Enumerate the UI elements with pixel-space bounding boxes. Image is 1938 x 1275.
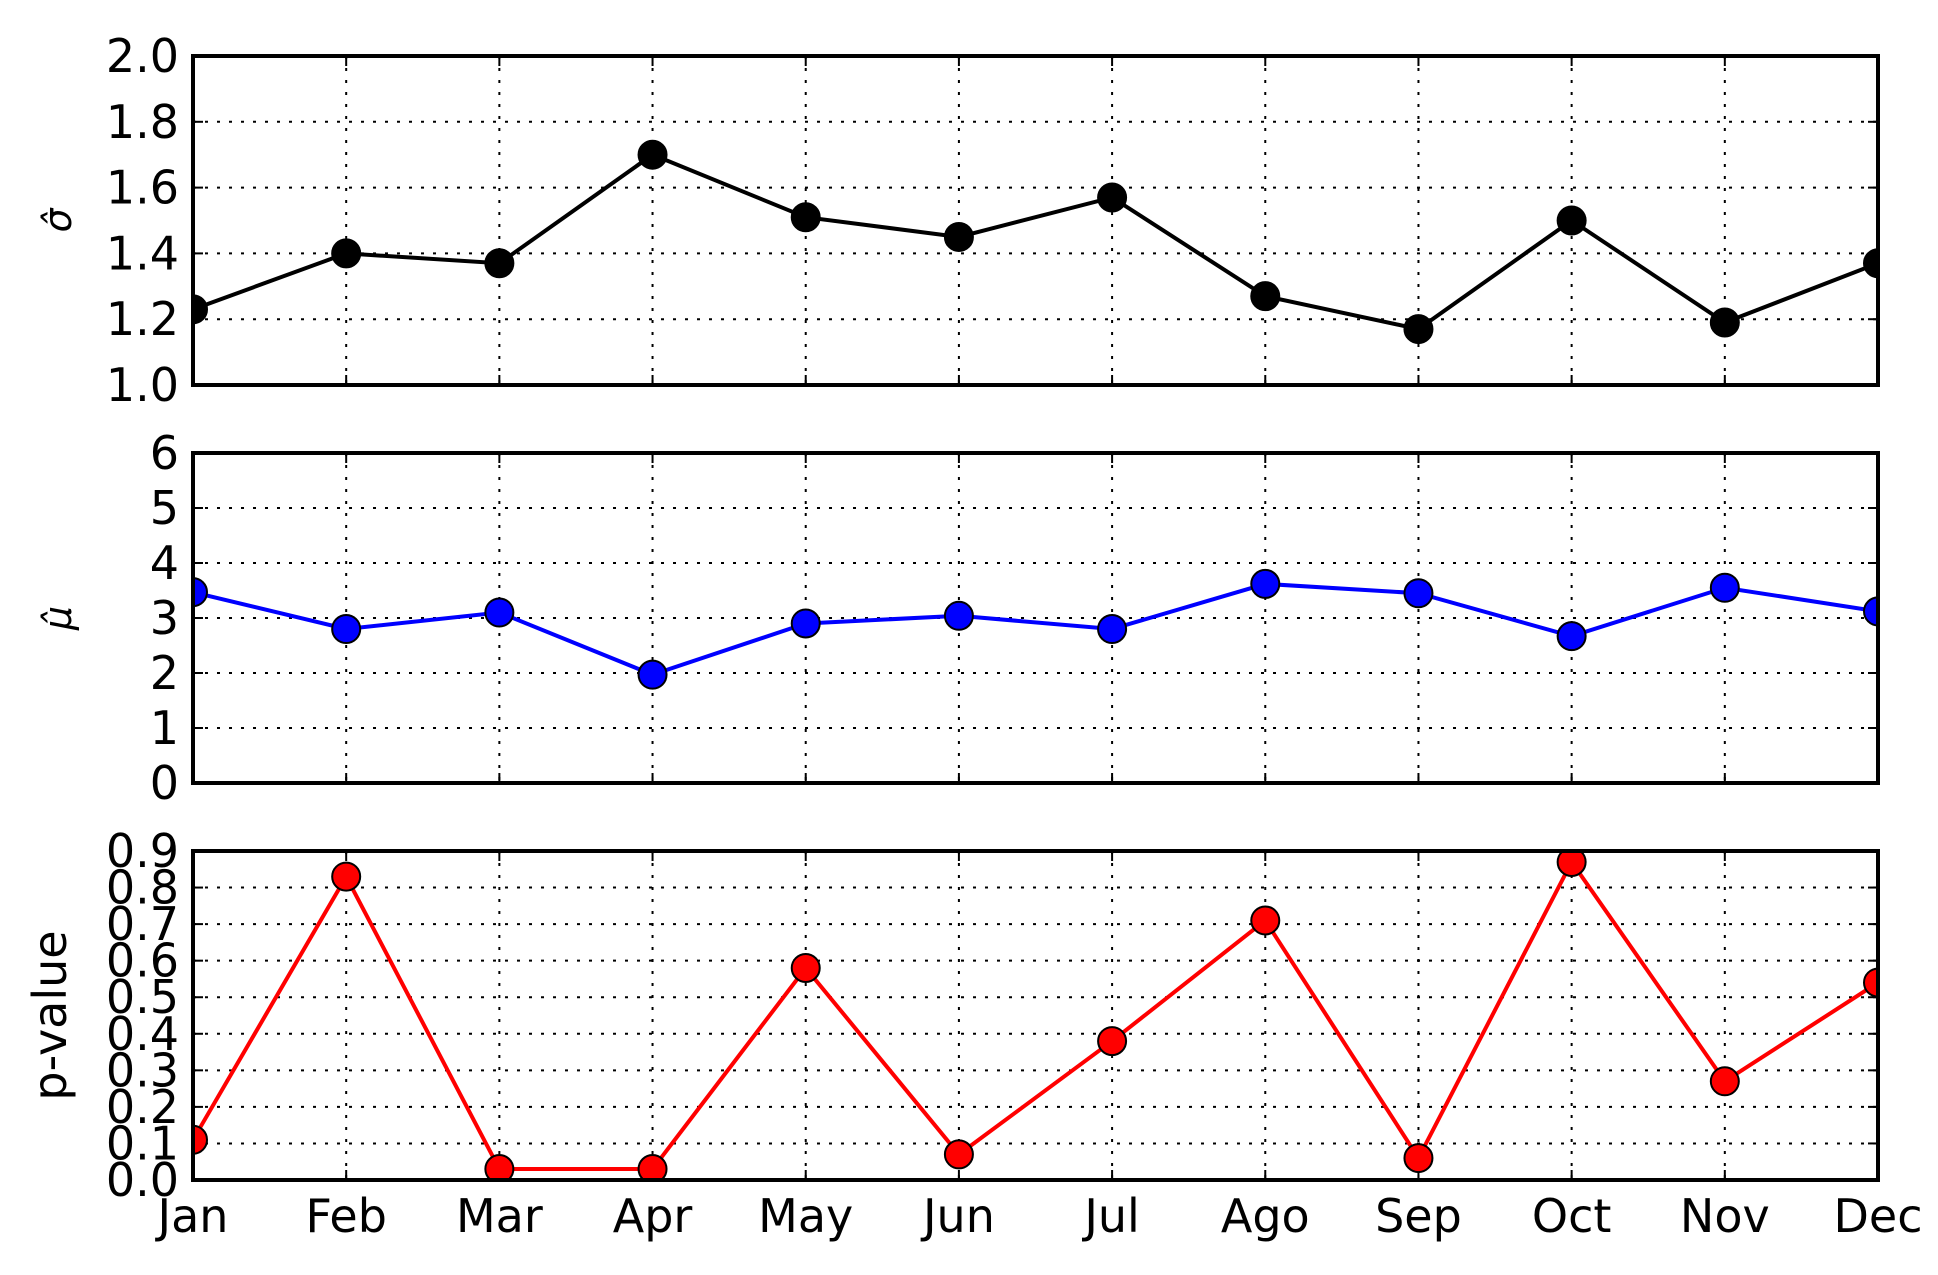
sigma-ytick-label: 1.4 <box>106 226 179 280</box>
p-value-ytick-label: 0.9 <box>106 824 179 878</box>
sigma-point-jun <box>943 221 974 252</box>
xtick-label: Dec <box>1833 1189 1922 1243</box>
mu-point-mar <box>484 597 515 628</box>
p-value-ytick-label: 0.5 <box>106 970 179 1024</box>
sigma-point-nov <box>1709 307 1740 338</box>
mu-point-sep <box>1403 578 1434 609</box>
p-value-ytick-label: 0.2 <box>106 1080 179 1134</box>
p-value-point-jun <box>943 1139 974 1170</box>
mu-point-oct <box>1556 621 1587 652</box>
mu-point-jan <box>193 577 208 608</box>
xtick-label: Oct <box>1532 1189 1612 1243</box>
sigma-axes-frame <box>191 54 1880 387</box>
p-value-point-apr <box>637 1154 668 1180</box>
sigma-ytick-label: 2.0 <box>106 29 179 83</box>
p-value-point-dec <box>1863 967 1878 998</box>
mu-ytick-label: 2 <box>150 646 179 700</box>
p-value-series <box>193 851 1878 1180</box>
mu-point-feb <box>331 614 362 644</box>
sigma-ylabel: σ̂ <box>36 207 80 233</box>
sigma-point-ago <box>1250 281 1281 312</box>
mu-ylabel: μ̂ <box>36 606 80 631</box>
p-value-point-jan <box>193 1124 208 1155</box>
mu-axes-frame <box>191 451 1880 785</box>
mu-ytick-label: 3 <box>150 591 179 645</box>
mu-ytick-label: 0 <box>150 756 179 810</box>
mu-ytick-label: 4 <box>150 536 179 590</box>
p-value-point-jul <box>1097 1026 1128 1057</box>
p-value-ytick-label: 0.8 <box>106 861 179 915</box>
sigma-series-line <box>193 152 1878 332</box>
p-value-series-line <box>193 858 1878 1172</box>
mu-ytick-label: 5 <box>150 481 179 535</box>
xtick-label: Jul <box>1081 1189 1140 1243</box>
p-value-point-mar <box>484 1154 515 1180</box>
sigma-point-dec <box>1863 248 1878 279</box>
p-value-point-ago <box>1250 905 1281 936</box>
xtick-label: Apr <box>613 1189 693 1243</box>
p-value-point-oct <box>1556 851 1587 877</box>
xtick-label: Jun <box>920 1189 995 1243</box>
mu-point-nov <box>1709 572 1740 603</box>
sigma-point-apr <box>637 139 668 170</box>
mu-point-jul <box>1097 614 1128 644</box>
sigma-point-oct <box>1556 205 1587 236</box>
p-value-point-feb <box>331 861 362 892</box>
sigma-point-sep <box>1403 314 1434 345</box>
xtick-label: Jan <box>155 1189 229 1243</box>
sigma-ytick-label: 1.8 <box>106 95 179 149</box>
sigma-point-feb <box>331 238 362 269</box>
sigma-ytick-label: 1.2 <box>106 292 179 346</box>
mu-point-may <box>790 608 821 639</box>
sigma-ytick-label: 1.6 <box>106 161 179 215</box>
p-value-ytick-label: 0.7 <box>106 897 179 951</box>
p-value-ytick-label: 0.6 <box>106 934 179 988</box>
mu-point-ago <box>1250 568 1281 599</box>
p-value-axes-frame <box>191 849 1880 1182</box>
p-value-ytick-label: 0.3 <box>106 1043 179 1097</box>
mu-point-jun <box>943 600 974 631</box>
xtick-label: Mar <box>456 1189 543 1243</box>
p-value-point-nov <box>1709 1066 1740 1097</box>
mu-ytick-label: 6 <box>150 426 179 480</box>
mu-series <box>193 568 1878 690</box>
mu-series-line <box>193 581 1878 677</box>
mu-point-dec <box>1863 596 1878 627</box>
p-value-ytick-label: 0.4 <box>106 1007 179 1061</box>
xtick-label: Feb <box>305 1189 386 1243</box>
p-value-ytick-label: 0.1 <box>106 1116 179 1170</box>
sigma-series <box>193 139 1878 345</box>
p-value-ylabel: p-value <box>23 930 77 1100</box>
xtick-label: Nov <box>1680 1189 1770 1243</box>
sigma-point-may <box>790 202 821 233</box>
p-value-panel: 0.00.10.20.30.40.50.60.70.80.9 Jan Feb Mar A… <box>23 824 1923 1243</box>
sigma-ytick-label: 1.0 <box>106 358 179 412</box>
sigma-point-mar <box>484 248 515 279</box>
xtick-label: May <box>758 1189 853 1243</box>
p-value-ytick-label: 0.0 <box>106 1153 179 1207</box>
p-value-point-may <box>790 952 821 983</box>
xtick-label: Ago <box>1221 1189 1310 1243</box>
sigma-point-jul <box>1097 182 1128 213</box>
mu-ytick-label: 1 <box>150 701 179 755</box>
p-value-point-sep <box>1403 1143 1434 1174</box>
sigma-point-jan <box>193 294 208 325</box>
sigma-panel: 1.0 1.2 1.4 1.6 1.8 2.0 σ̂ <box>36 29 1880 412</box>
mu-point-apr <box>637 659 668 690</box>
xtick-label: Sep <box>1375 1189 1462 1243</box>
